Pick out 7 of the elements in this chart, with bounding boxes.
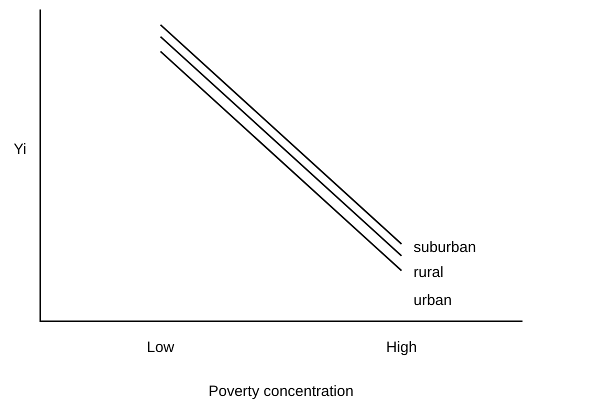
series-label: urban (414, 292, 452, 309)
x-axis-title: Poverty concentration (208, 383, 354, 400)
series-label: rural (414, 264, 444, 281)
x-tick-label: High (386, 339, 417, 356)
x-tick-label: Low (146, 339, 174, 356)
y-axis-title: Yi (14, 141, 26, 158)
series-label: suburban (414, 239, 476, 256)
